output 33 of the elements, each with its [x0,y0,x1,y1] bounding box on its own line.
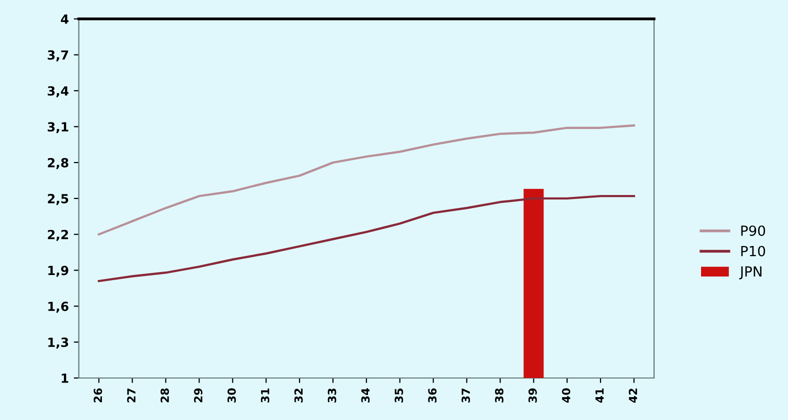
y-tick-label: 3,4 [48,86,69,98]
x-tick-label: 42 [628,388,638,403]
y-tick-label: 3,7 [48,50,68,62]
x-tick-label: 37 [462,388,470,402]
y-tick-label: 2,5 [48,194,68,205]
x-tick-label: 34 [361,388,370,402]
x-tick-label: 26 [94,388,102,402]
x-tick-label: 35 [394,388,404,402]
y-tick-label: 2,2 [48,230,68,241]
y-tick-label: 2,8 [48,158,68,170]
line-series [98,194,636,282]
y-tick-label: 1,6 [48,302,68,313]
x-tick-label: 33 [328,388,336,402]
x-tick-label: 41 [595,388,604,403]
y-tick-label: 4 [60,14,69,24]
x-tick-label: 36 [428,388,437,402]
x-tick-label: 27 [127,388,136,402]
y-tick-label: 1 [62,374,68,383]
x-tick-label: 32 [294,388,303,402]
legend-label: JPN [739,266,762,280]
x-tick-label: 40 [562,388,570,403]
x-tick-label: 31 [260,388,270,402]
y-tick-label: 1,9 [48,266,68,277]
x-tick-label: 38 [495,388,504,402]
line-series [98,124,636,236]
legend-label: P90 [741,225,766,236]
x-tick-label: 39 [528,388,537,402]
x-tick-label: 28 [160,388,169,402]
x-tick-label: 30 [227,388,236,402]
x-tick-label: 29 [194,388,202,402]
y-tick-label: 1,3 [48,338,68,349]
legend-label: P10 [741,246,766,256]
y-tick-label: 3,1 [48,122,68,134]
